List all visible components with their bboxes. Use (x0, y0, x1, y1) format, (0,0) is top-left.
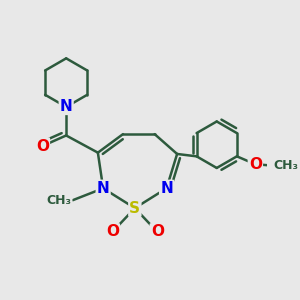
Text: O: O (36, 139, 49, 154)
Text: N: N (97, 181, 110, 196)
Text: O: O (249, 157, 262, 172)
Text: N: N (60, 99, 73, 114)
Text: S: S (129, 201, 140, 216)
Text: CH₃: CH₃ (274, 159, 299, 172)
Text: CH₃: CH₃ (46, 194, 71, 207)
Text: O: O (151, 224, 164, 239)
Text: O: O (106, 224, 119, 239)
Text: N: N (160, 181, 173, 196)
